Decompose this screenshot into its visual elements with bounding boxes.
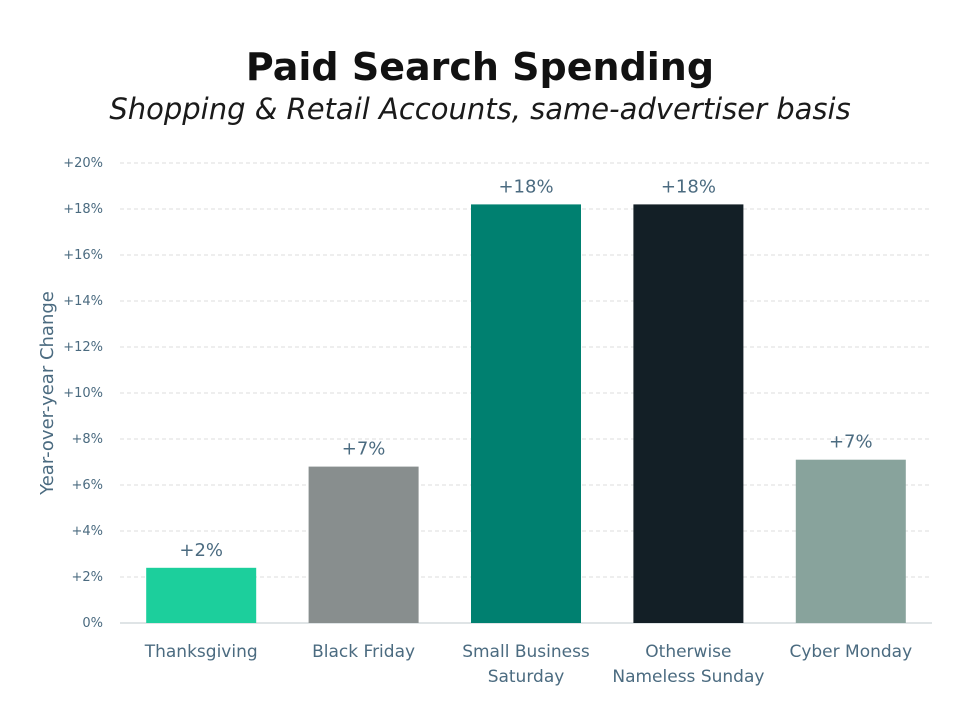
bar	[146, 567, 257, 623]
x-axis-categories: Thanksgiving Black Friday Small Business Sa…	[144, 642, 912, 687]
data-label: +18%	[498, 176, 553, 197]
y-axis-title: Year-over-year Change	[37, 291, 58, 496]
y-tick-label: 0%	[82, 616, 103, 631]
category-label: Cyber Monday	[789, 642, 912, 662]
y-tick-label: +14%	[63, 294, 103, 309]
bars	[146, 204, 906, 623]
y-tick-label: +20%	[63, 156, 103, 171]
y-tick-label: +4%	[71, 524, 103, 539]
chart-subtitle: Shopping & Retail Accounts, same-adverti…	[109, 92, 851, 126]
data-label: +7%	[342, 439, 386, 460]
bar	[308, 466, 419, 623]
category-label: Small Business	[462, 642, 590, 662]
bar	[633, 204, 744, 623]
y-tick-label: +6%	[71, 478, 103, 493]
category-label: Otherwise	[645, 642, 731, 662]
data-label: +7%	[829, 432, 873, 453]
y-tick-label: +8%	[71, 432, 103, 447]
category-label: Black Friday	[312, 642, 415, 662]
data-label: +18%	[661, 176, 716, 197]
y-tick-label: +16%	[63, 248, 103, 263]
y-tick-label: +12%	[63, 340, 103, 355]
y-tick-label: +18%	[63, 202, 103, 217]
y-tick-label: +10%	[63, 386, 103, 401]
bar	[795, 459, 906, 623]
y-tick-label: +2%	[71, 570, 103, 585]
category-label: Thanksgiving	[144, 642, 258, 662]
data-label: +2%	[179, 540, 223, 561]
chart-title: Paid Search Spending	[245, 45, 715, 89]
category-label: Nameless Sunday	[612, 667, 764, 687]
data-labels: +2% +7% +18% +18% +7%	[179, 176, 872, 560]
bar	[471, 204, 581, 623]
y-axis-ticks: 0% +2% +4% +6% +8% +10% +12% +14% +16% +18% +20%	[63, 156, 103, 631]
category-label: Saturday	[488, 667, 565, 687]
